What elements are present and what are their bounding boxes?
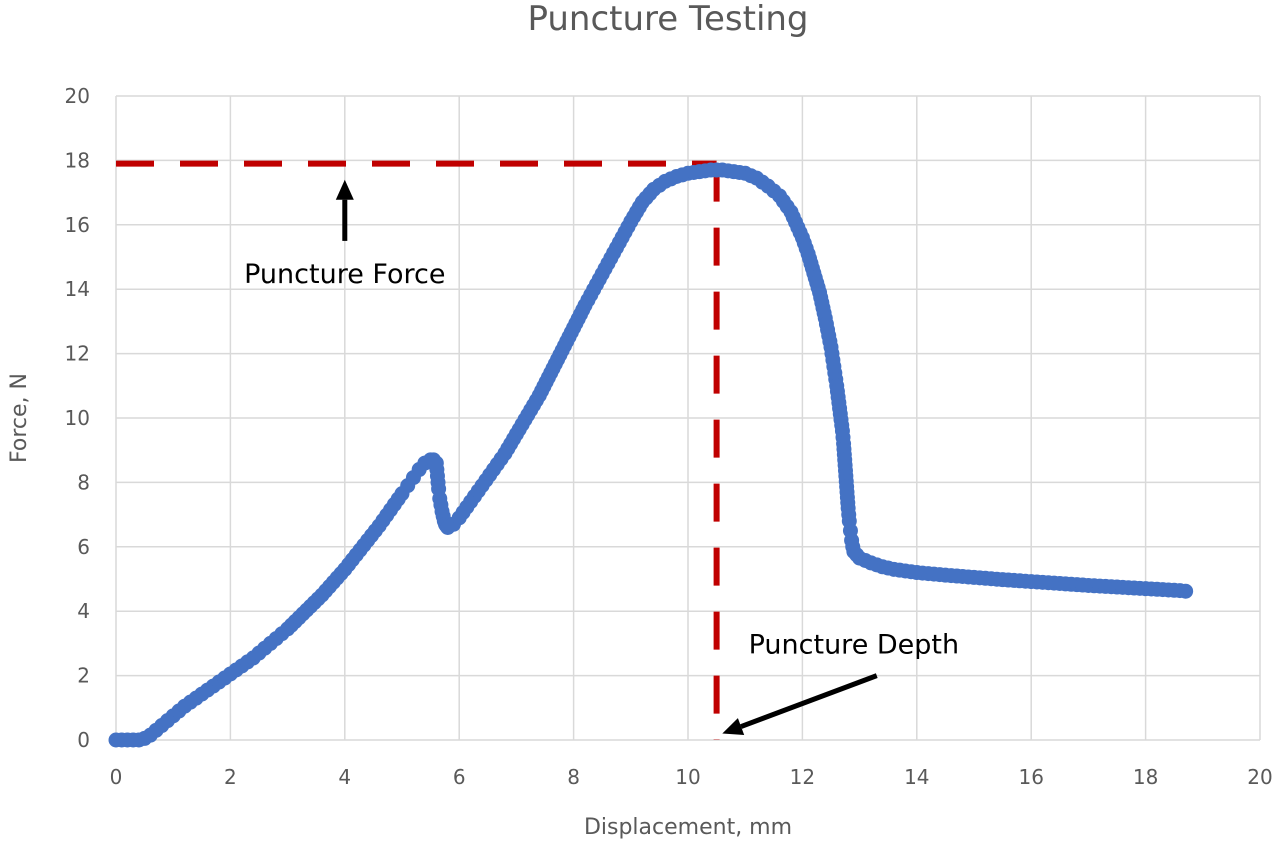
data-point: [1178, 583, 1194, 599]
y-tick-label: 14: [65, 277, 90, 301]
data-series: [108, 162, 1194, 748]
reference-lines: [116, 160, 720, 740]
x-tick-label: 16: [1018, 765, 1043, 789]
x-tick-label: 4: [338, 765, 351, 789]
y-tick-label: 4: [77, 599, 90, 623]
y-axis-label: Force, N: [7, 373, 32, 463]
y-tick-label: 10: [65, 406, 90, 430]
y-tick-label: 2: [77, 664, 90, 688]
puncture-force-label: Puncture Force: [244, 259, 445, 290]
y-tick-label: 20: [65, 84, 90, 108]
y-tick-label: 8: [77, 470, 90, 494]
puncture-depth-label: Puncture Depth: [749, 629, 960, 660]
x-tick-label: 0: [110, 765, 123, 789]
x-tick-label: 20: [1247, 765, 1272, 789]
y-tick-label: 16: [65, 213, 90, 237]
y-tick-label: 6: [77, 535, 90, 559]
y-tick-label: 0: [77, 728, 90, 752]
puncture-depth-arrowhead: [722, 718, 745, 735]
annotations: Puncture Force Puncture Depth: [244, 179, 960, 735]
x-tick-label: 14: [904, 765, 929, 789]
chart-title: Puncture Testing: [527, 0, 808, 39]
x-tick-label: 10: [675, 765, 700, 789]
puncture-depth-arrow: [740, 673, 878, 729]
x-tick-label: 2: [224, 765, 237, 789]
y-tick-label: 12: [65, 342, 90, 366]
x-tick-label: 12: [790, 765, 815, 789]
x-tick-label: 6: [453, 765, 466, 789]
x-tick-label: 18: [1133, 765, 1158, 789]
y-tick-label: 18: [65, 148, 90, 172]
gridlines: [115, 95, 1261, 741]
x-tick-label: 8: [567, 765, 580, 789]
puncture-force-arrowhead: [335, 179, 354, 200]
x-axis-label: Displacement, mm: [584, 815, 792, 840]
tick-labels: 0 2 4 6 8 10 12 14 16 18 20 0 2 4 6 8 10 12 14 16 18 20: [65, 84, 1273, 789]
